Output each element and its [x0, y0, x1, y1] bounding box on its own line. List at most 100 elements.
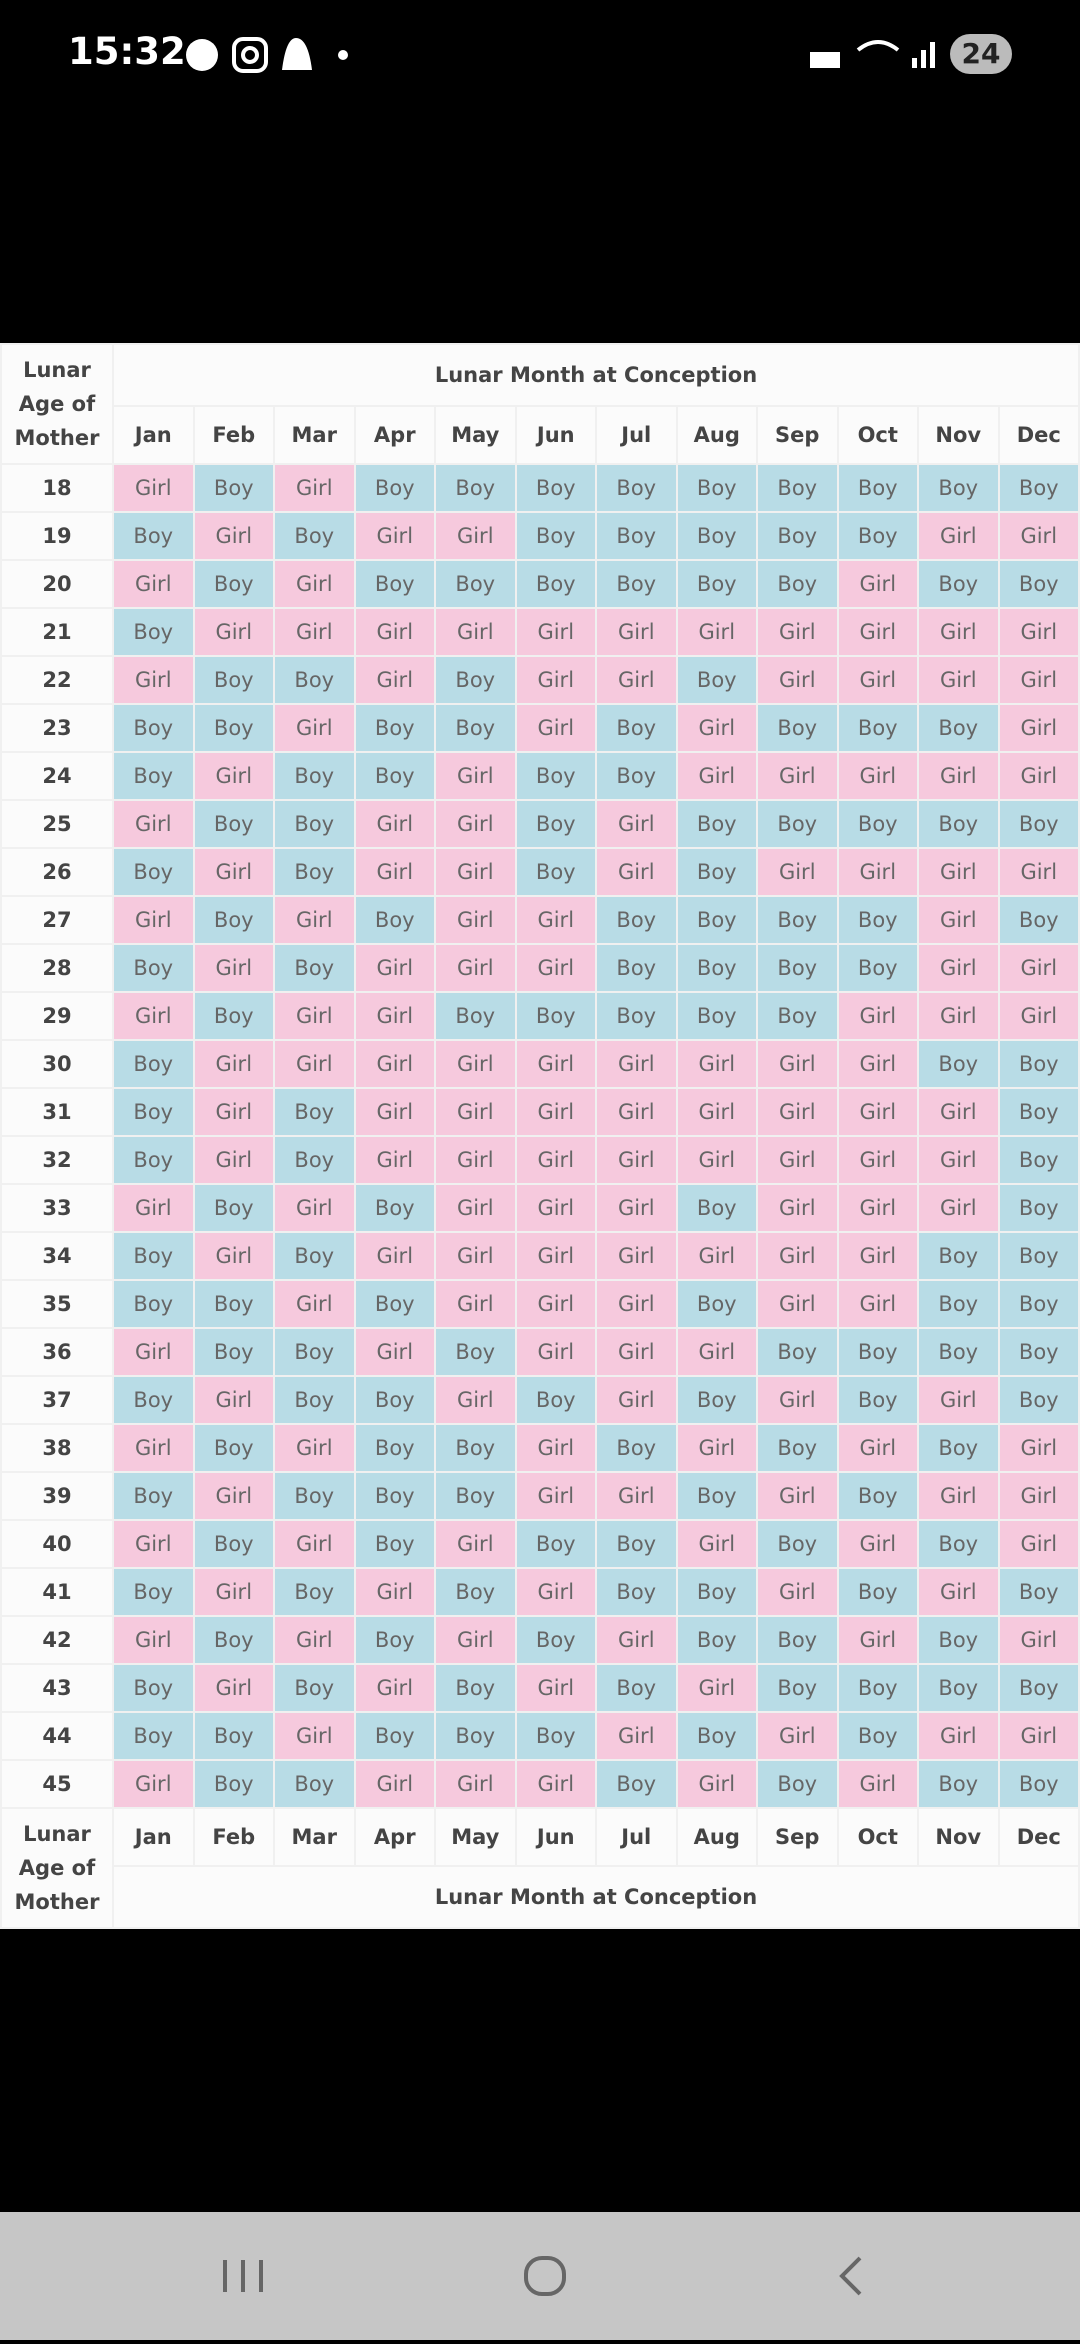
prediction-cell: Boy [997, 1663, 1080, 1713]
prediction-cell: Boy [434, 1567, 517, 1617]
prediction-cell: Girl [595, 799, 678, 849]
prediction-cell: Boy [836, 703, 919, 753]
prediction-cell: Boy [112, 607, 195, 657]
prediction-cell: Boy [514, 511, 597, 561]
prediction-cell: Girl [917, 1567, 1000, 1617]
prediction-cell: Boy [917, 1663, 1000, 1713]
prediction-cell: Boy [514, 991, 597, 1041]
prediction-cell: Girl [917, 607, 1000, 657]
prediction-cell: Boy [675, 943, 758, 993]
age-label: 26 [0, 847, 114, 897]
prediction-cell: Boy [192, 703, 275, 753]
month-header: May [434, 1807, 517, 1867]
prediction-cell: Girl [997, 655, 1080, 705]
prediction-cell: Boy [917, 1039, 1000, 1089]
prediction-cell: Boy [514, 799, 597, 849]
status-bar: 15:32 24 [0, 0, 1080, 343]
prediction-cell: Girl [997, 847, 1080, 897]
prediction-cell: Girl [917, 1375, 1000, 1425]
prediction-cell: Boy [997, 463, 1080, 513]
prediction-cell: Boy [192, 1327, 275, 1377]
prediction-cell: Girl [273, 1615, 356, 1665]
prediction-cell: Girl [997, 1615, 1080, 1665]
prediction-cell: Girl [675, 1231, 758, 1281]
prediction-cell: Boy [756, 1327, 839, 1377]
prediction-cell: Boy [353, 1471, 436, 1521]
prediction-cell: Boy [836, 1327, 919, 1377]
prediction-cell: Boy [112, 751, 195, 801]
age-label: 40 [0, 1519, 114, 1569]
prediction-cell: Boy [192, 991, 275, 1041]
prediction-cell: Boy [595, 511, 678, 561]
title-row: Lunar Month at Conception [1, 1865, 1080, 1929]
prediction-cell: Girl [997, 751, 1080, 801]
age-row: 45 Girl Boy Boy Girl Girl Girl Boy Girl Boy Girl Bo… [0, 1759, 1080, 1809]
prediction-cell: Boy [917, 463, 1000, 513]
month-header: Feb [192, 1807, 275, 1867]
prediction-cell: Boy [273, 1375, 356, 1425]
prediction-cell: Girl [434, 799, 517, 849]
prediction-cell: Boy [353, 1423, 436, 1473]
prediction-cell: Boy [675, 991, 758, 1041]
month-row: Lunar Age of Mother Jan Feb Mar Apr May Jun Jul… [0, 1807, 1080, 1929]
sleep-icon [810, 52, 840, 68]
prediction-cell: Girl [836, 1087, 919, 1137]
prediction-cell: Boy [514, 751, 597, 801]
prediction-cell: Boy [675, 1615, 758, 1665]
prediction-cell: Boy [836, 511, 919, 561]
back-button[interactable] [839, 2256, 862, 2296]
prediction-cell: Girl [192, 1087, 275, 1137]
prediction-cell: Boy [434, 1663, 517, 1713]
prediction-cell: Girl [514, 655, 597, 705]
instagram-icon [232, 37, 268, 73]
prediction-cell: Girl [514, 703, 597, 753]
prediction-cell: Girl [917, 1087, 1000, 1137]
prediction-cell: Girl [917, 943, 1000, 993]
age-row: 20 Girl Boy Girl Boy Boy Boy Boy Boy Boy Girl Boy Bo… [0, 559, 1080, 609]
prediction-cell: Girl [192, 1231, 275, 1281]
prediction-cell: Girl [434, 511, 517, 561]
prediction-cell: Girl [595, 1375, 678, 1425]
prediction-cell: Boy [112, 511, 195, 561]
prediction-cell: Girl [514, 1231, 597, 1281]
age-row: 42 Girl Boy Girl Boy Girl Boy Girl Boy Boy Girl Boy… [0, 1615, 1080, 1665]
prediction-cell: Girl [917, 655, 1000, 705]
prediction-cell: Boy [273, 751, 356, 801]
month-header: Jun [514, 405, 597, 465]
home-button[interactable] [524, 2256, 566, 2296]
month-header: Mar [273, 1807, 356, 1867]
prediction-cell: Girl [514, 607, 597, 657]
month-header: Aug [675, 1807, 758, 1867]
prediction-cell: Boy [675, 1471, 758, 1521]
prediction-cell: Girl [595, 1471, 678, 1521]
prediction-cell: Girl [756, 1231, 839, 1281]
age-row: 37 Boy Girl Boy Boy Girl Boy Girl Boy Girl Boy Girl… [0, 1375, 1080, 1425]
prediction-cell: Boy [273, 655, 356, 705]
prediction-cell: Girl [595, 1615, 678, 1665]
prediction-cell: Girl [997, 1519, 1080, 1569]
prediction-cell: Girl [514, 1183, 597, 1233]
prediction-cell: Girl [756, 1087, 839, 1137]
prediction-cell: Girl [192, 607, 275, 657]
prediction-cell: Girl [836, 1039, 919, 1089]
snapchat-icon [282, 38, 312, 70]
month-header: Nov [917, 1807, 1000, 1867]
prediction-cell: Girl [917, 1183, 1000, 1233]
prediction-cell: Girl [112, 991, 195, 1041]
prediction-cell: Boy [917, 559, 1000, 609]
prediction-cell: Girl [434, 1279, 517, 1329]
prediction-cell: Boy [997, 1087, 1080, 1137]
month-header: Mar [273, 405, 356, 465]
battery: 24 [950, 34, 1012, 74]
prediction-cell: Boy [917, 1519, 1000, 1569]
prediction-cell: Girl [273, 703, 356, 753]
age-row: 34 Boy Girl Boy Girl Girl Girl Girl Girl Girl Girl… [0, 1231, 1080, 1281]
prediction-cell: Boy [434, 991, 517, 1041]
age-label: 22 [0, 655, 114, 705]
signal-bar [912, 58, 917, 68]
prediction-cell: Girl [353, 1087, 436, 1137]
prediction-cell: Girl [917, 847, 1000, 897]
prediction-cell: Girl [675, 751, 758, 801]
messenger-icon [186, 39, 218, 71]
prediction-cell: Girl [514, 1663, 597, 1713]
